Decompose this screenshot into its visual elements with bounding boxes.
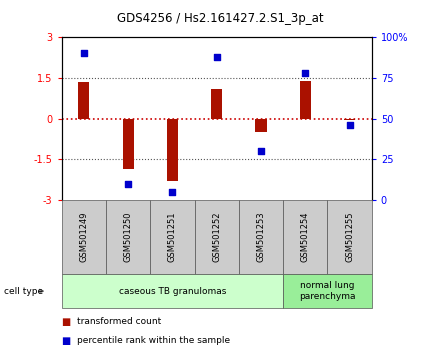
Point xyxy=(80,51,87,56)
Bar xyxy=(78,82,89,119)
Bar xyxy=(122,119,134,169)
Text: transformed count: transformed count xyxy=(77,317,161,326)
Text: GSM501251: GSM501251 xyxy=(168,212,177,262)
Text: GSM501252: GSM501252 xyxy=(212,212,221,262)
Bar xyxy=(344,119,355,120)
Bar xyxy=(256,119,267,132)
Text: GSM501254: GSM501254 xyxy=(301,212,310,262)
Bar xyxy=(300,81,311,119)
Text: caseous TB granulomas: caseous TB granulomas xyxy=(119,287,226,296)
Text: ■: ■ xyxy=(62,317,71,327)
Bar xyxy=(211,89,222,119)
Text: normal lung
parenchyma: normal lung parenchyma xyxy=(299,281,356,301)
Text: GSM501249: GSM501249 xyxy=(79,212,88,262)
Point xyxy=(213,54,220,59)
Point xyxy=(125,181,132,187)
Point xyxy=(302,70,309,76)
Text: percentile rank within the sample: percentile rank within the sample xyxy=(77,336,230,345)
Bar xyxy=(167,119,178,181)
Point xyxy=(346,122,353,128)
Text: GSM501253: GSM501253 xyxy=(257,212,265,263)
Point xyxy=(257,148,264,154)
Text: GDS4256 / Hs2.161427.2.S1_3p_at: GDS4256 / Hs2.161427.2.S1_3p_at xyxy=(117,12,323,25)
Text: GSM501255: GSM501255 xyxy=(345,212,354,262)
Text: cell type: cell type xyxy=(4,287,44,296)
Point xyxy=(169,189,176,195)
Text: ■: ■ xyxy=(62,336,71,346)
Text: GSM501250: GSM501250 xyxy=(124,212,132,262)
